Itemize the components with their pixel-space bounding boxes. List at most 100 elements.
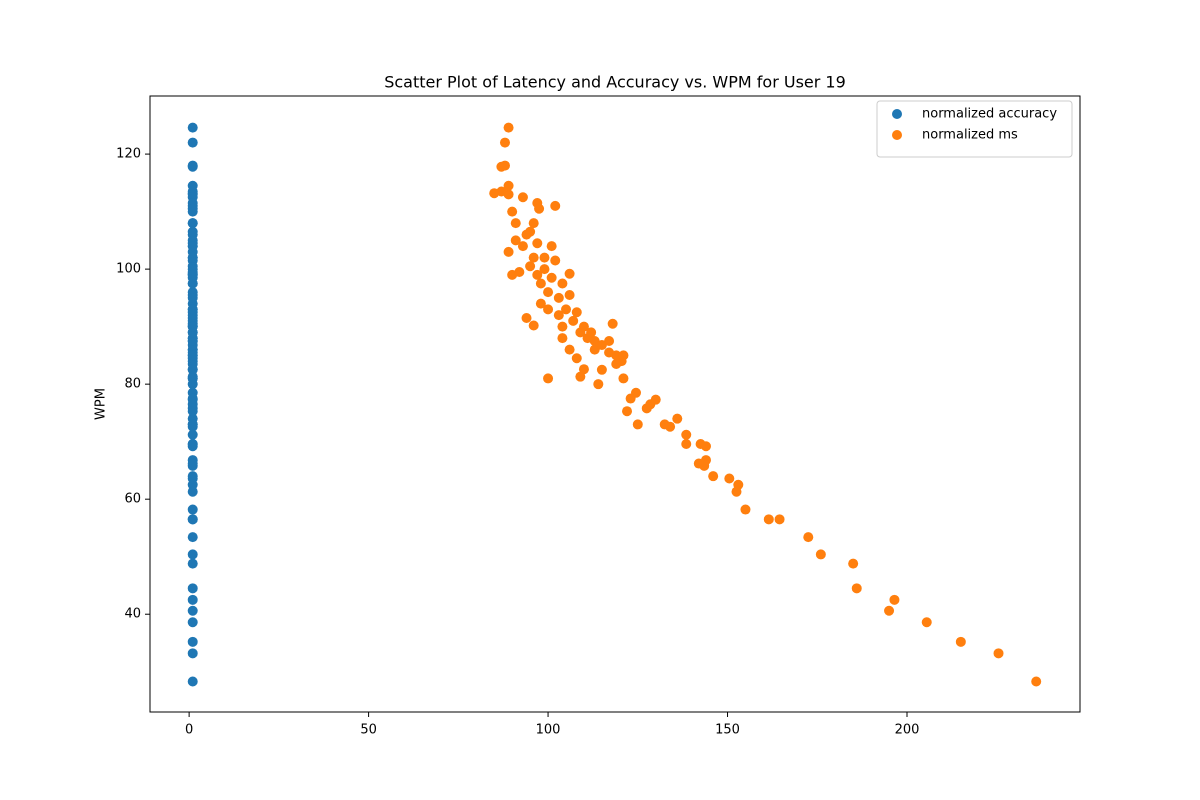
point bbox=[187, 471, 198, 482]
point bbox=[187, 180, 198, 191]
point bbox=[187, 458, 198, 469]
point bbox=[187, 364, 198, 375]
x-tick-label: 200 bbox=[895, 723, 920, 738]
point bbox=[921, 617, 932, 628]
point bbox=[532, 269, 543, 280]
point bbox=[774, 514, 785, 525]
point bbox=[528, 218, 539, 229]
point bbox=[884, 605, 895, 616]
point bbox=[539, 264, 550, 275]
point bbox=[848, 558, 859, 569]
point bbox=[708, 471, 719, 482]
point bbox=[535, 298, 546, 309]
point bbox=[681, 438, 692, 449]
point bbox=[187, 617, 198, 628]
point bbox=[553, 292, 564, 303]
point bbox=[510, 235, 521, 246]
point bbox=[618, 373, 629, 384]
point bbox=[510, 218, 521, 229]
point bbox=[578, 364, 589, 375]
point bbox=[187, 532, 198, 543]
point bbox=[187, 137, 198, 148]
point bbox=[187, 122, 198, 133]
point bbox=[564, 268, 575, 279]
point bbox=[571, 307, 582, 318]
y-tick-label: 120 bbox=[116, 147, 141, 162]
point bbox=[543, 304, 554, 315]
point bbox=[589, 344, 600, 355]
point bbox=[731, 486, 742, 497]
point bbox=[851, 583, 862, 594]
legend-marker bbox=[892, 109, 902, 119]
point bbox=[187, 648, 198, 659]
point bbox=[187, 393, 198, 404]
point bbox=[543, 373, 554, 384]
point bbox=[550, 200, 561, 211]
legend-label: normalized accuracy bbox=[922, 107, 1057, 122]
point bbox=[645, 399, 656, 410]
point bbox=[596, 364, 607, 375]
point bbox=[546, 272, 557, 283]
point bbox=[625, 393, 636, 404]
point bbox=[672, 413, 683, 424]
point bbox=[187, 636, 198, 647]
point bbox=[1031, 676, 1042, 687]
point bbox=[659, 419, 670, 430]
point bbox=[528, 252, 539, 263]
point bbox=[187, 252, 198, 263]
point bbox=[803, 532, 814, 543]
point bbox=[187, 226, 198, 237]
point bbox=[187, 504, 198, 515]
point bbox=[517, 192, 528, 203]
point bbox=[499, 160, 510, 171]
point bbox=[593, 379, 604, 390]
point bbox=[611, 359, 622, 370]
point bbox=[187, 350, 198, 361]
legend-label: normalized ms bbox=[922, 128, 1018, 143]
x-tick-label: 50 bbox=[360, 723, 377, 738]
chart-title: Scatter Plot of Latency and Accuracy vs.… bbox=[384, 73, 846, 92]
plot-frame bbox=[149, 95, 1081, 713]
point bbox=[499, 137, 510, 148]
point bbox=[740, 504, 751, 515]
point bbox=[525, 226, 536, 237]
point bbox=[187, 583, 198, 594]
point bbox=[187, 558, 198, 569]
point bbox=[187, 241, 198, 252]
point bbox=[187, 269, 198, 280]
point bbox=[489, 188, 500, 199]
point bbox=[695, 438, 706, 449]
point bbox=[187, 605, 198, 616]
y-tick-label: 80 bbox=[124, 377, 141, 392]
point bbox=[187, 549, 198, 560]
point bbox=[187, 486, 198, 497]
point bbox=[993, 648, 1004, 659]
point bbox=[521, 313, 532, 324]
point bbox=[528, 320, 539, 331]
point bbox=[503, 180, 514, 191]
point bbox=[535, 278, 546, 289]
point bbox=[187, 429, 198, 440]
point bbox=[575, 371, 586, 382]
point bbox=[503, 246, 514, 257]
point bbox=[187, 373, 198, 384]
point bbox=[550, 255, 561, 266]
point bbox=[557, 321, 568, 332]
point bbox=[557, 333, 568, 344]
point bbox=[187, 160, 198, 171]
point bbox=[681, 429, 692, 440]
point bbox=[632, 419, 643, 430]
point bbox=[561, 304, 572, 315]
point bbox=[546, 241, 557, 252]
point bbox=[889, 594, 900, 605]
point bbox=[586, 327, 597, 338]
point bbox=[187, 514, 198, 525]
point bbox=[622, 406, 633, 417]
point bbox=[187, 594, 198, 605]
point bbox=[187, 676, 198, 687]
point bbox=[187, 304, 198, 315]
y-tick-label: 100 bbox=[116, 262, 141, 277]
point bbox=[564, 290, 575, 301]
point bbox=[557, 278, 568, 289]
point bbox=[532, 238, 543, 249]
